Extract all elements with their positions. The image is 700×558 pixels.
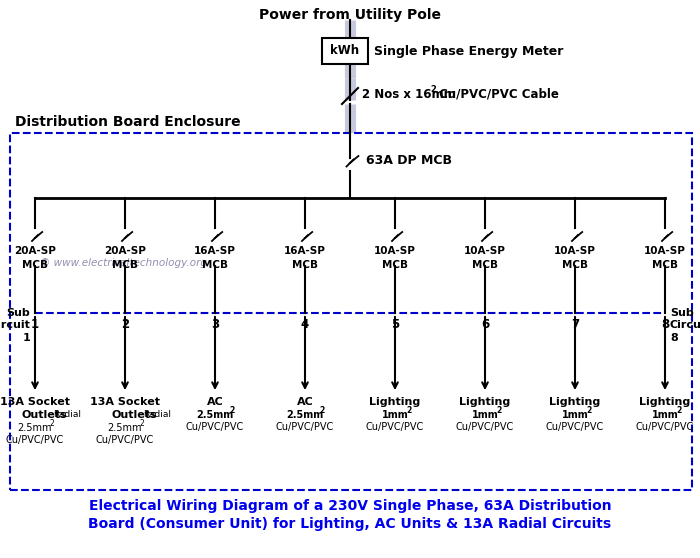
Text: Radial: Radial <box>53 410 81 419</box>
Text: MCB: MCB <box>652 260 678 270</box>
Text: MCB: MCB <box>382 260 408 270</box>
Text: 2.5mm: 2.5mm <box>197 410 234 420</box>
Text: Cu/PVC/PVC: Cu/PVC/PVC <box>636 422 694 432</box>
Text: 1mm: 1mm <box>652 410 678 420</box>
Text: Outlets: Outlets <box>21 410 66 420</box>
Text: MCB: MCB <box>202 260 228 270</box>
Text: Lighting: Lighting <box>459 397 510 407</box>
Text: Cu/PVC/PVC: Cu/PVC/PVC <box>186 422 244 432</box>
Text: MCB: MCB <box>292 260 318 270</box>
Circle shape <box>270 153 440 323</box>
Text: Cu/PVC/PVC: Cu/PVC/PVC <box>276 422 334 432</box>
Text: © www.electricaltechnology.org: © www.electricaltechnology.org <box>40 258 207 268</box>
Text: MCB: MCB <box>472 260 498 270</box>
Text: MCB: MCB <box>112 260 138 270</box>
Text: 2.5mm: 2.5mm <box>108 423 142 433</box>
Text: 4: 4 <box>301 318 309 331</box>
Text: 2 Nos x 16mm: 2 Nos x 16mm <box>362 88 456 100</box>
Text: 2: 2 <box>319 406 324 415</box>
Text: 20A-SP: 20A-SP <box>14 246 56 256</box>
Text: kWh: kWh <box>330 45 360 57</box>
Text: 63A DP MCB: 63A DP MCB <box>366 153 452 166</box>
Text: 2: 2 <box>676 406 681 415</box>
Text: Outlets: Outlets <box>111 410 157 420</box>
Text: 2: 2 <box>121 318 129 331</box>
Text: AC: AC <box>297 397 314 407</box>
Text: 2.5mm: 2.5mm <box>286 410 323 420</box>
Text: MCB: MCB <box>22 260 48 270</box>
Text: 20A-SP: 20A-SP <box>104 246 146 256</box>
Text: Distribution Board Enclosure: Distribution Board Enclosure <box>15 115 241 129</box>
Text: 10A-SP: 10A-SP <box>554 246 596 256</box>
Text: Cu/PVC/PVC: Cu/PVC/PVC <box>546 422 604 432</box>
Text: 3: 3 <box>211 318 219 331</box>
Text: 5: 5 <box>391 318 399 331</box>
Bar <box>10 133 692 490</box>
Text: MCB: MCB <box>562 260 588 270</box>
Text: AC: AC <box>206 397 223 407</box>
Text: Single Phase Energy Meter: Single Phase Energy Meter <box>374 45 564 57</box>
Text: 10A-SP: 10A-SP <box>374 246 416 256</box>
Text: Sub
Circuit
1: Sub Circuit 1 <box>0 308 30 343</box>
Text: Lighting: Lighting <box>639 397 691 407</box>
Text: Lighting: Lighting <box>550 397 601 407</box>
Text: Sub
Circuit
8: Sub Circuit 8 <box>670 308 700 343</box>
Text: 2.5mm: 2.5mm <box>18 423 52 433</box>
Text: 1mm: 1mm <box>382 410 408 420</box>
Text: 10A-SP: 10A-SP <box>464 246 506 256</box>
Text: 2: 2 <box>229 406 234 415</box>
Text: 2: 2 <box>586 406 592 415</box>
Text: 2: 2 <box>406 406 412 415</box>
Text: 8: 8 <box>661 318 669 331</box>
Text: 1mm: 1mm <box>472 410 498 420</box>
Text: Cu/PVC/PVC: Cu/PVC/PVC <box>366 422 424 432</box>
Text: 7: 7 <box>571 318 579 331</box>
Text: Lighting: Lighting <box>370 397 421 407</box>
Text: 16A-SP: 16A-SP <box>194 246 236 256</box>
Text: Board (Consumer Unit) for Lighting, AC Units & 13A Radial Circuits: Board (Consumer Unit) for Lighting, AC U… <box>88 517 612 531</box>
Text: Cu/PVC/PVC: Cu/PVC/PVC <box>6 435 64 445</box>
Text: 2: 2 <box>139 419 144 428</box>
Bar <box>325 273 385 323</box>
Text: Cu/PVC/PVC: Cu/PVC/PVC <box>456 422 514 432</box>
Text: Radial: Radial <box>143 410 171 419</box>
Text: Cu/PVC/PVC Cable: Cu/PVC/PVC Cable <box>435 88 559 100</box>
Text: 2: 2 <box>496 406 501 415</box>
Text: 16A-SP: 16A-SP <box>284 246 326 256</box>
Text: 10A-SP: 10A-SP <box>644 246 686 256</box>
Text: Power from Utility Pole: Power from Utility Pole <box>259 8 441 22</box>
Bar <box>322 38 368 64</box>
Text: 6: 6 <box>481 318 489 331</box>
Text: Cu/PVC/PVC: Cu/PVC/PVC <box>96 435 154 445</box>
Text: Electrical Wiring Diagram of a 230V Single Phase, 63A Distribution: Electrical Wiring Diagram of a 230V Sing… <box>89 499 611 513</box>
Text: 2: 2 <box>430 84 436 94</box>
Text: 13A Socket: 13A Socket <box>0 397 70 407</box>
Text: 1: 1 <box>31 318 39 331</box>
Text: 13A Socket: 13A Socket <box>90 397 160 407</box>
Text: 1mm: 1mm <box>561 410 589 420</box>
Text: 2: 2 <box>49 419 54 428</box>
